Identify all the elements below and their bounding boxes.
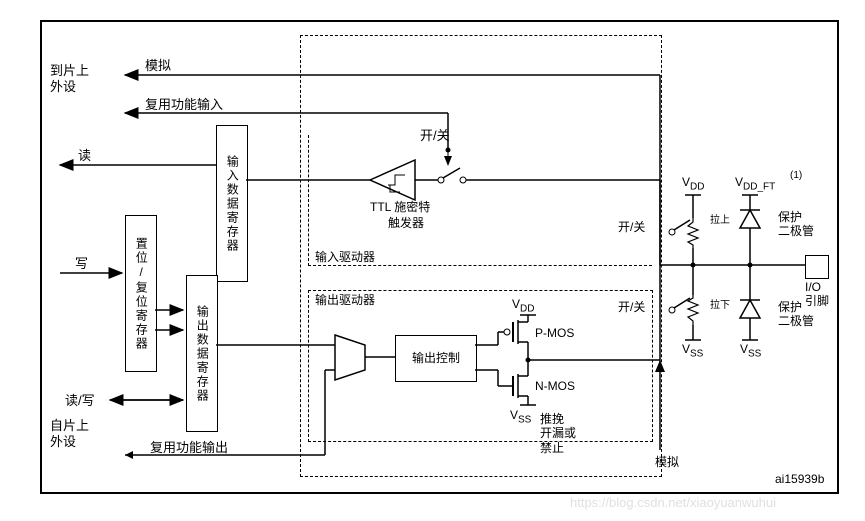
alt-func-out-label: 复用功能输出: [150, 440, 228, 456]
output-reg-label: 输出数据寄存器: [195, 305, 209, 403]
set-reset-label: 置位/复位寄存器: [134, 237, 148, 351]
to-peripheral-label: 到片上 外设: [50, 63, 89, 94]
from-peripheral-label: 自片上 外设: [50, 418, 89, 449]
input-data-register: 输入数据寄存器: [216, 125, 248, 282]
output-ctrl-label: 输出控制: [412, 351, 460, 365]
pmos-label: P-MOS: [535, 326, 574, 340]
input-driver-box: [308, 135, 652, 266]
input-driver-label: 输入驱动器: [315, 250, 375, 264]
io-pin-label: I/O 引脚: [805, 280, 829, 309]
alt-func-in-label: 复用功能输入: [145, 97, 223, 113]
diagram-canvas: 输入数据寄存器 置位/复位寄存器 输出数据寄存器 输出控制 到片上 外设 模拟 …: [0, 0, 865, 521]
analog-top-label: 模拟: [145, 58, 171, 74]
pulldown-label: 拉下: [710, 300, 730, 312]
nmos-label: N-MOS: [535, 379, 575, 393]
set-reset-register: 置位/复位寄存器: [125, 215, 157, 372]
watermark: https://blog.csdn.net/xiaoyuanwuhui: [570, 495, 776, 510]
io-pin-box: [805, 255, 829, 279]
read-write-label: 读/写: [65, 393, 95, 409]
write-label: 写: [75, 256, 88, 272]
vss-left-label: VSS: [682, 342, 703, 360]
output-driver-box: [308, 290, 653, 442]
note1-label: (1): [790, 170, 802, 182]
ttl-label-2: 触发器: [388, 216, 424, 230]
on-off-right-2: 开/关: [618, 300, 645, 314]
ttl-label-1: TTL 施密特: [370, 200, 430, 214]
prot-diode-top: 保护 二极管: [778, 210, 814, 239]
output-control-box: 输出控制: [395, 335, 477, 382]
vdd-mos-label: VDD: [512, 297, 534, 315]
output-data-register: 输出数据寄存器: [186, 275, 218, 432]
vss-mos-label: VSS: [510, 408, 531, 426]
pushpull-label: 推挽 开漏或 禁止: [540, 412, 576, 455]
read-label: 读: [78, 148, 91, 164]
pullup-label: 拉上: [710, 215, 730, 227]
on-off-top-label: 开/关: [420, 128, 450, 144]
output-driver-label: 输出驱动器: [315, 293, 375, 307]
vss-right-label: VSS: [740, 342, 761, 360]
on-off-right-1: 开/关: [618, 220, 645, 234]
input-reg-label: 输入数据寄存器: [225, 155, 239, 253]
vdd-top-label: VDD: [682, 175, 704, 193]
figure-id-label: ai15939b: [775, 472, 824, 486]
vdd-ft-label: VDD_FT: [735, 175, 775, 193]
analog-bottom-label: 模拟: [655, 455, 679, 469]
